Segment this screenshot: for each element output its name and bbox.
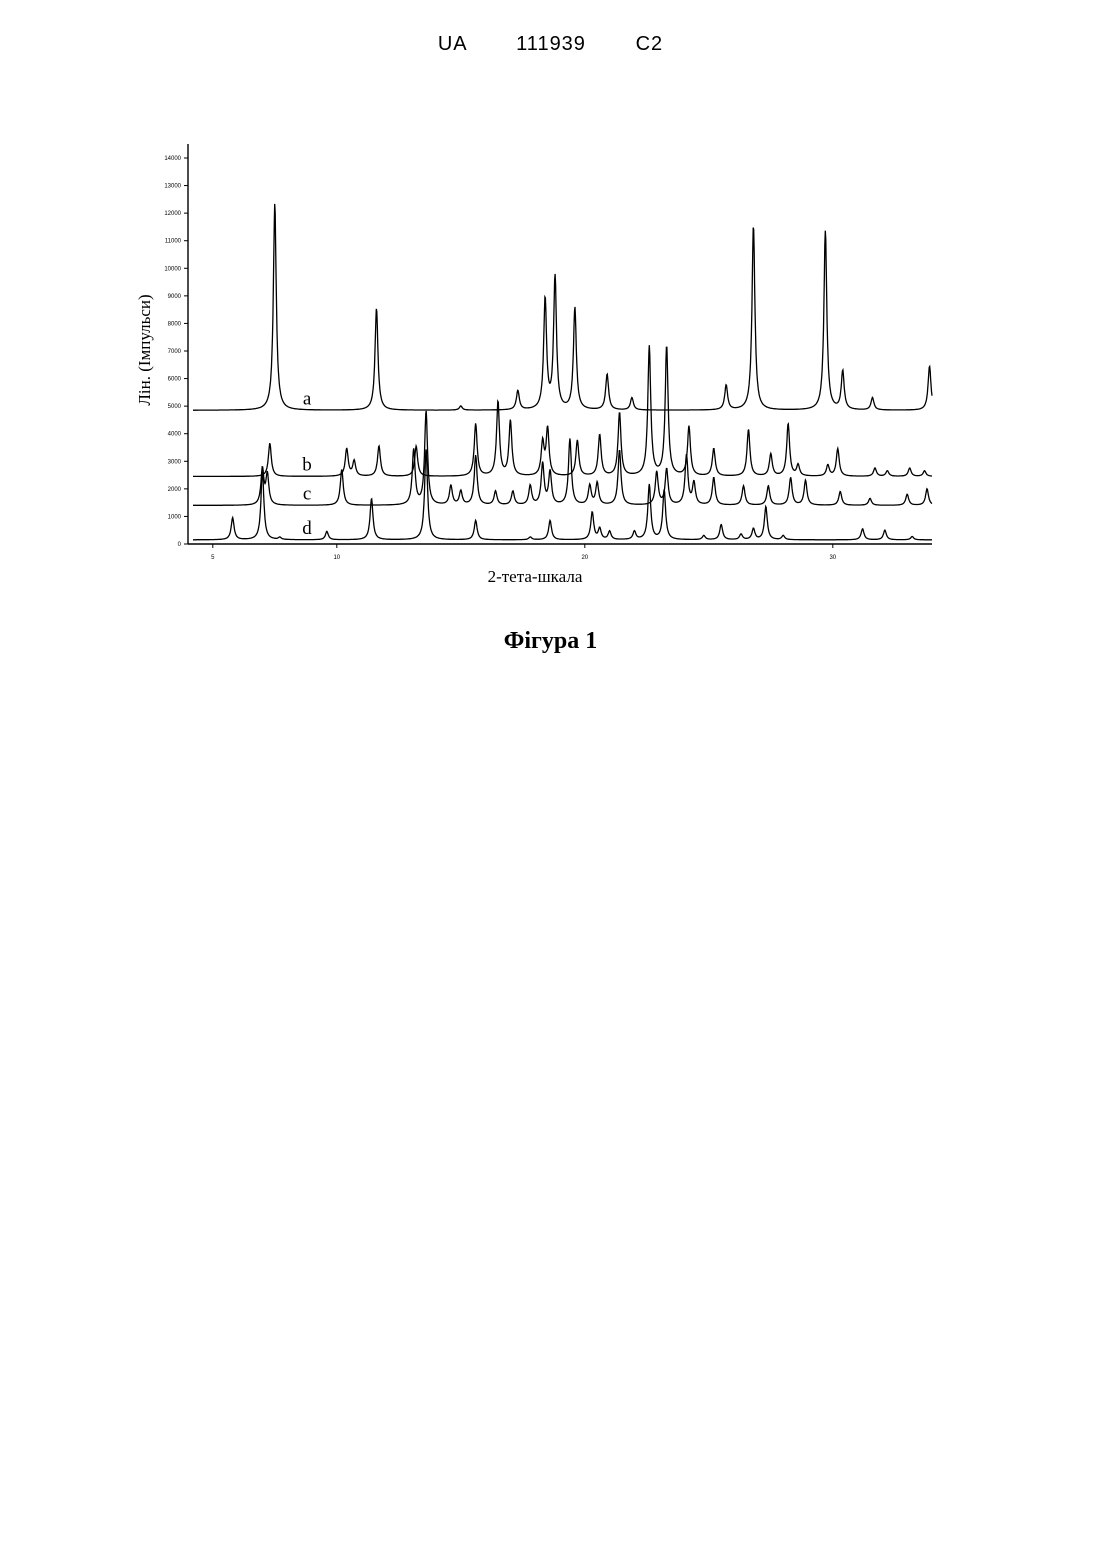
y-tick-label: 4000 [168, 432, 182, 438]
y-tick-label: 3000 [168, 459, 182, 465]
y-tick-label: 12000 [164, 211, 181, 217]
x-tick-label: 30 [829, 555, 836, 561]
y-axis-ticks: 0 1000 2000 3000 4000 5000 6000 7000 8000 9000 100… [164, 156, 188, 548]
y-tick-label: 8000 [168, 321, 182, 327]
x-tick-label: 20 [581, 555, 588, 561]
x-axis-ticks: 5 10 20 30 [211, 544, 837, 561]
document-header: UA 111939 C2 [0, 33, 1101, 56]
series-line-a [193, 204, 932, 410]
y-tick-label: 0 [178, 542, 182, 548]
series-label-a: a [303, 388, 312, 409]
y-tick-label: 6000 [168, 377, 182, 383]
xrd-chart: 0 1000 2000 3000 4000 5000 6000 7000 8000 9000 100… [120, 130, 950, 600]
y-tick-label: 1000 [168, 514, 182, 520]
series-label-b: b [302, 454, 312, 475]
x-tick-label: 10 [333, 555, 340, 561]
y-tick-label: 11000 [165, 239, 182, 245]
y-tick-label: 14000 [164, 156, 181, 162]
y-axis-title: Лін. (Імпульси) [135, 294, 154, 405]
y-tick-label: 2000 [168, 487, 182, 493]
figure-caption: Фігура 1 [0, 628, 1101, 655]
series-label-d: d [302, 518, 312, 539]
y-tick-label: 13000 [164, 184, 181, 190]
y-tick-label: 5000 [168, 404, 182, 410]
chart-axes [188, 144, 932, 544]
x-tick-label: 5 [211, 555, 215, 561]
x-axis-title: 2-тета-шкала [488, 567, 583, 586]
series-label-c: c [303, 483, 311, 504]
y-tick-label: 9000 [168, 294, 182, 300]
y-tick-label: 10000 [164, 266, 181, 272]
series-labels: a bcd [302, 388, 312, 539]
y-tick-label: 7000 [168, 349, 182, 355]
